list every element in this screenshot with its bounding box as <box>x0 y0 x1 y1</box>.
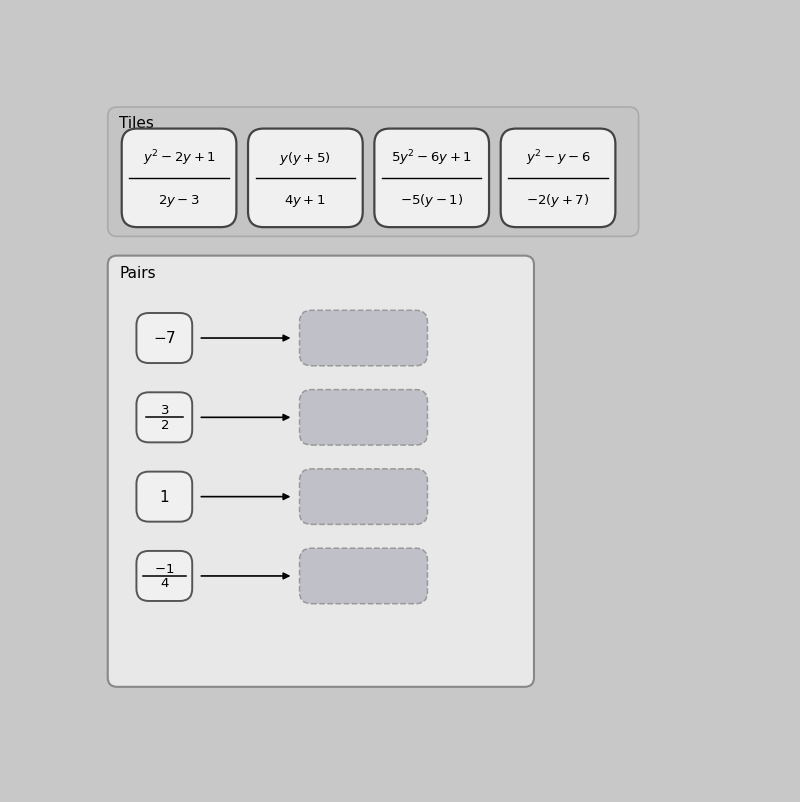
Text: Tiles: Tiles <box>119 116 154 132</box>
Text: $2y - 3$: $2y - 3$ <box>158 192 200 209</box>
Text: $5y^2 - 6y + 1$: $5y^2 - 6y + 1$ <box>391 148 472 168</box>
FancyBboxPatch shape <box>248 128 362 227</box>
FancyBboxPatch shape <box>501 128 615 227</box>
FancyBboxPatch shape <box>374 128 489 227</box>
FancyBboxPatch shape <box>137 392 192 443</box>
FancyBboxPatch shape <box>299 469 427 525</box>
FancyBboxPatch shape <box>137 551 192 601</box>
Text: $-1$: $-1$ <box>154 562 174 576</box>
FancyBboxPatch shape <box>299 549 427 604</box>
Text: $y^2 - y - 6$: $y^2 - y - 6$ <box>526 148 590 168</box>
Text: $y^2 - 2y + 1$: $y^2 - 2y + 1$ <box>142 148 215 168</box>
Text: $-5(y-1)$: $-5(y-1)$ <box>400 192 463 209</box>
FancyBboxPatch shape <box>122 128 237 227</box>
Text: $3$: $3$ <box>160 404 169 417</box>
Text: $y(y+5)$: $y(y+5)$ <box>279 150 331 167</box>
FancyBboxPatch shape <box>108 107 638 237</box>
Text: $-2(y+7)$: $-2(y+7)$ <box>526 192 590 209</box>
FancyBboxPatch shape <box>299 310 427 366</box>
Text: $1$: $1$ <box>159 488 170 504</box>
FancyBboxPatch shape <box>137 313 192 363</box>
FancyBboxPatch shape <box>299 390 427 445</box>
Text: $4$: $4$ <box>159 577 169 590</box>
Text: $2$: $2$ <box>160 419 169 431</box>
Text: $4y + 1$: $4y + 1$ <box>285 192 326 209</box>
Text: Pairs: Pairs <box>119 266 156 282</box>
FancyBboxPatch shape <box>137 472 192 521</box>
Text: $-7$: $-7$ <box>153 330 176 346</box>
FancyBboxPatch shape <box>108 256 534 687</box>
